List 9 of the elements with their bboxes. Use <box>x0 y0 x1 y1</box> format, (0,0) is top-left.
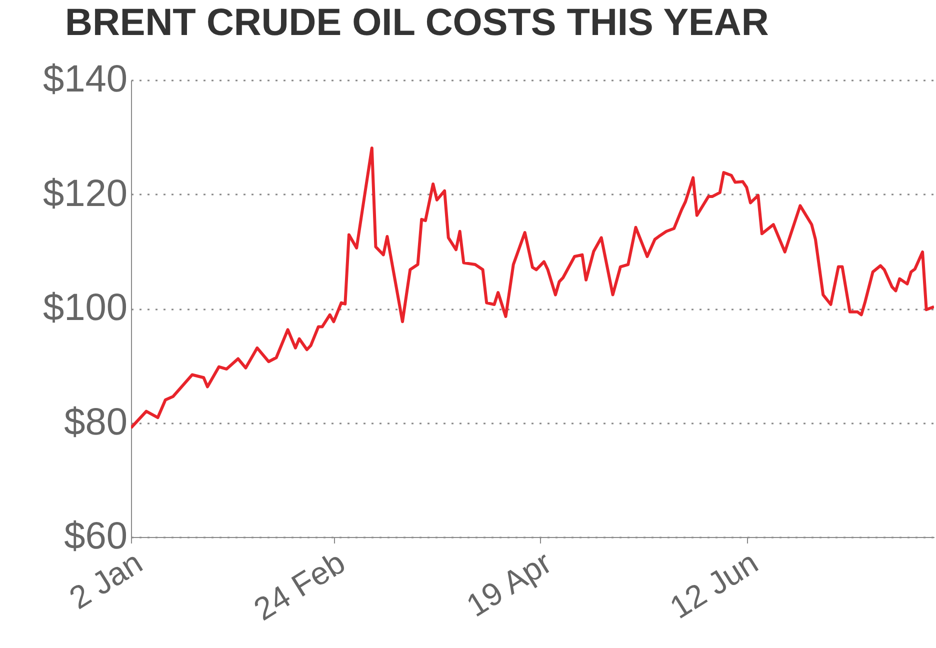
y-tick-label: $140 <box>42 58 128 100</box>
y-tick-label: $120 <box>42 172 128 215</box>
chart-title: BRENT CRUDE OIL COSTS THIS YEAR <box>65 2 769 44</box>
y-tick-label: $80 <box>64 401 128 444</box>
x-tick-label: 19 Apr <box>460 544 558 624</box>
x-tick-label: 24 Feb <box>248 544 352 628</box>
x-tick-label: 12 Jun <box>664 544 764 626</box>
y-tick-label: $100 <box>42 287 128 329</box>
y-tick-label: $60 <box>64 516 128 558</box>
